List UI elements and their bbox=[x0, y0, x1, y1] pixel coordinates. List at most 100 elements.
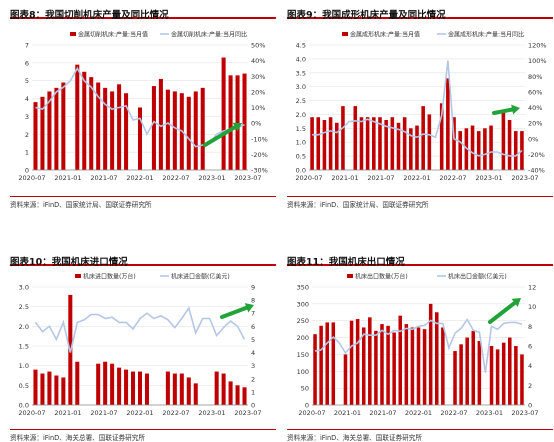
x-tick-label: 2021-01 bbox=[334, 409, 361, 417]
y-right-tick-label: -40% bbox=[528, 167, 545, 175]
bar bbox=[221, 57, 226, 170]
y-left-tick-label: 0.0 bbox=[19, 402, 29, 410]
bar bbox=[165, 89, 170, 170]
bar bbox=[165, 371, 170, 405]
bar bbox=[384, 120, 388, 170]
bar bbox=[353, 106, 358, 170]
panel-c8: 图表8：我国切削机床产量及同比情况 0 1 2 3 4 5 6 7 -30% -20% -10% 0%… bbox=[10, 3, 276, 215]
y-right-tick-label: 30% bbox=[251, 73, 265, 81]
y-left-tick-label: 1.5 bbox=[19, 343, 29, 351]
bar bbox=[89, 77, 94, 170]
bar bbox=[316, 117, 321, 170]
series-line bbox=[314, 317, 523, 373]
x-tick-label: 2023-07 bbox=[234, 409, 261, 417]
legend-label: 金属成形机床:产量:当月值 bbox=[350, 31, 420, 39]
annotation-arrowhead-icon bbox=[244, 303, 254, 313]
bar bbox=[117, 84, 122, 170]
y-right-tick-label: 40% bbox=[251, 57, 265, 65]
bar bbox=[325, 322, 329, 405]
x-tick-label: 2021-07 bbox=[369, 409, 396, 417]
panel-c11: 图表11：我国机床出口情况 0 50 100 150 200 250 300 350 0 2 4 6 8… bbox=[287, 250, 553, 442]
panel-c9: 图表9：我国成形机床产量及同比情况 0.0 0.5 1.0 1.5 2.0 2.5 3.0 3… bbox=[287, 3, 553, 215]
y-left-tick-label: 3.0 bbox=[296, 83, 306, 91]
bar bbox=[131, 371, 136, 405]
y-right-tick-label: 2 bbox=[251, 375, 255, 383]
y-right-tick-label: -20% bbox=[251, 151, 268, 159]
bar bbox=[40, 373, 45, 405]
y-left-tick-label: 2.0 bbox=[19, 323, 29, 331]
chart-c11: 0 50 100 150 200 250 300 350 0 2 4 6 8 10 12 2020-07 202… bbox=[297, 273, 539, 418]
x-tick-label: 2020-07 bbox=[18, 409, 45, 417]
bar bbox=[428, 303, 433, 405]
x-tick-label: 2022-01 bbox=[403, 174, 430, 182]
x-tick-label: 2021-07 bbox=[367, 174, 394, 182]
bar bbox=[476, 131, 481, 170]
bar bbox=[242, 73, 247, 170]
x-tick-label: 2021-07 bbox=[90, 409, 117, 417]
bar bbox=[343, 354, 348, 405]
y-right-tick-label: 2 bbox=[528, 382, 532, 390]
x-tick-label: 2022-01 bbox=[126, 174, 153, 182]
bar bbox=[172, 373, 177, 405]
legend-label: 机床进口数量(万台) bbox=[83, 273, 136, 281]
bar bbox=[322, 120, 327, 170]
y-right-tick-label: 60% bbox=[528, 88, 542, 96]
bar bbox=[392, 332, 396, 405]
bar bbox=[464, 128, 469, 170]
bar bbox=[179, 373, 184, 405]
chart-title: 图表10：我国机床进口情况 bbox=[10, 250, 276, 268]
y-right-tick-label: 50% bbox=[251, 42, 265, 50]
y-right-tick-label: 8 bbox=[251, 297, 255, 305]
y-left-tick-label: 150 bbox=[297, 351, 309, 359]
bar bbox=[328, 117, 333, 170]
bar bbox=[441, 327, 445, 405]
x-tick-label: 2021-07 bbox=[90, 174, 117, 182]
bar bbox=[103, 361, 108, 405]
y-left-tick-label: 7 bbox=[25, 42, 29, 50]
bar bbox=[459, 344, 463, 405]
y-left-tick-label: 2.0 bbox=[296, 111, 306, 119]
bar bbox=[158, 78, 163, 170]
bar bbox=[421, 106, 425, 170]
annotation-arrow-icon bbox=[220, 305, 249, 319]
legend-label: 机床出口金额(亿美元) bbox=[448, 273, 507, 281]
y-right-tick-label: -10% bbox=[251, 135, 268, 143]
y-right-tick-label: 6 bbox=[528, 343, 532, 351]
y-right-tick-label: 0% bbox=[528, 135, 538, 143]
series-line bbox=[312, 60, 523, 157]
bar bbox=[427, 114, 432, 170]
bar bbox=[110, 363, 115, 405]
y-right-tick-label: 100% bbox=[528, 57, 547, 65]
bar bbox=[214, 371, 219, 405]
bar bbox=[359, 117, 364, 170]
y-left-tick-label: 1.0 bbox=[296, 139, 306, 147]
bar bbox=[33, 102, 38, 170]
x-tick-label: 2023-01 bbox=[198, 409, 225, 417]
x-tick-label: 2021-01 bbox=[54, 174, 81, 182]
bar bbox=[341, 106, 345, 170]
y-left-tick-label: 50 bbox=[301, 385, 309, 393]
bar bbox=[186, 96, 191, 170]
y-left-tick-label: 0.0 bbox=[296, 167, 306, 175]
bar bbox=[103, 87, 108, 170]
bar bbox=[124, 93, 129, 170]
x-tick-label: 2022-07 bbox=[162, 409, 189, 417]
y-right-tick-label: 20% bbox=[251, 88, 265, 96]
x-tick-label: 2022-07 bbox=[440, 409, 467, 417]
bar bbox=[331, 322, 336, 405]
bar bbox=[54, 87, 59, 170]
y-left-tick-label: 0.5 bbox=[19, 382, 29, 390]
chart-title: 图表9：我国成形机床产量及同比情况 bbox=[287, 3, 553, 21]
bar bbox=[242, 387, 247, 405]
bar bbox=[137, 371, 143, 405]
bar bbox=[40, 96, 45, 170]
bar bbox=[452, 117, 456, 170]
x-tick-label: 2022-01 bbox=[405, 409, 432, 417]
bar bbox=[313, 334, 317, 405]
bar bbox=[390, 117, 395, 170]
y-right-tick-label: 4 bbox=[528, 362, 532, 370]
bar bbox=[365, 117, 370, 170]
bar bbox=[372, 117, 376, 170]
bar bbox=[477, 340, 482, 405]
bar bbox=[470, 125, 475, 170]
